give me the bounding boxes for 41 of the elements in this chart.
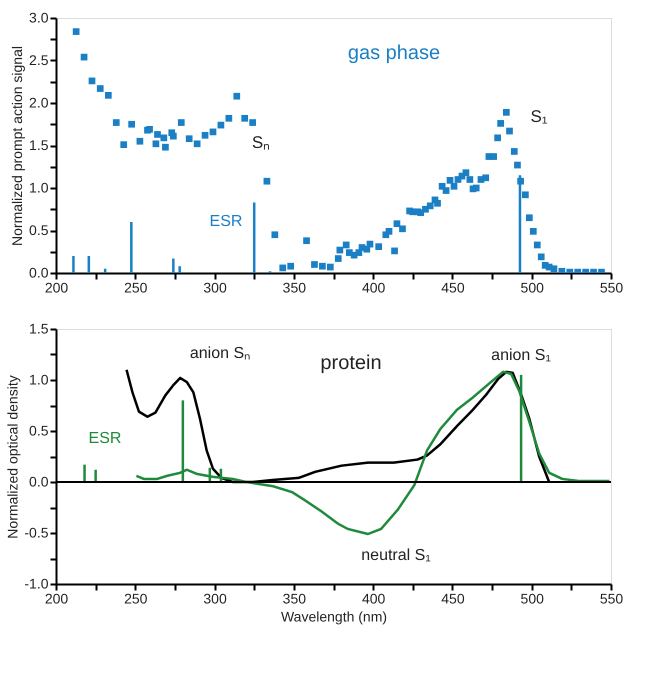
annotation: S₁	[530, 107, 548, 126]
x-tick-label: 450	[441, 590, 465, 606]
y-tick-label: 1.0	[29, 372, 49, 388]
y-tick-label: 0.0	[29, 474, 49, 490]
x-tick-label: 300	[203, 280, 227, 296]
x-axis-title: Wavelength (nm)	[280, 608, 388, 624]
x-tick-label: 400	[362, 280, 386, 296]
annotation: anion S₁	[491, 347, 551, 364]
y-tick-label: 3.0	[29, 10, 49, 26]
y-tick-label: 2.0	[29, 94, 49, 110]
y-tick-label: 0.0	[29, 264, 49, 280]
y-tick-label: 0.5	[29, 222, 49, 238]
annotation: neutral S₁	[361, 547, 431, 564]
x-tick-label: 550	[600, 280, 624, 296]
annotation: protein	[320, 352, 382, 374]
y-tick-label: 1.5	[29, 137, 49, 153]
y-tick-label: -1.0	[24, 576, 49, 592]
y-tick-label: 1.5	[29, 320, 49, 336]
x-tick-label: 400	[362, 590, 386, 606]
annotation: gas phase	[348, 42, 440, 64]
series-label: ESR	[210, 213, 242, 230]
y-axis-title: Normalized prompt action signal	[9, 46, 26, 246]
x-tick-label: 550	[600, 590, 624, 606]
y-tick-label: -0.5	[24, 524, 49, 540]
y-axis-title: Normalized optical density	[4, 375, 20, 539]
annotation: anion Sₙ	[190, 345, 250, 362]
y-tick-label: 2.5	[29, 52, 49, 68]
x-tick-label: 250	[124, 280, 148, 296]
x-tick-label: 200	[44, 280, 68, 296]
x-tick-label: 450	[441, 280, 465, 296]
x-tick-label: 500	[520, 590, 544, 606]
x-tick-label: 200	[44, 590, 68, 606]
annotation: Sₙ	[252, 133, 270, 152]
series-label: ESR	[88, 430, 122, 447]
x-tick-label: 350	[282, 280, 306, 296]
y-tick-label: 1.0	[29, 180, 49, 196]
y-tick-label: 0.5	[29, 422, 49, 438]
x-tick-label: 500	[520, 280, 544, 296]
x-tick-label: 350	[282, 590, 306, 606]
x-tick-label: 250	[124, 590, 148, 606]
x-tick-label: 300	[203, 590, 227, 606]
